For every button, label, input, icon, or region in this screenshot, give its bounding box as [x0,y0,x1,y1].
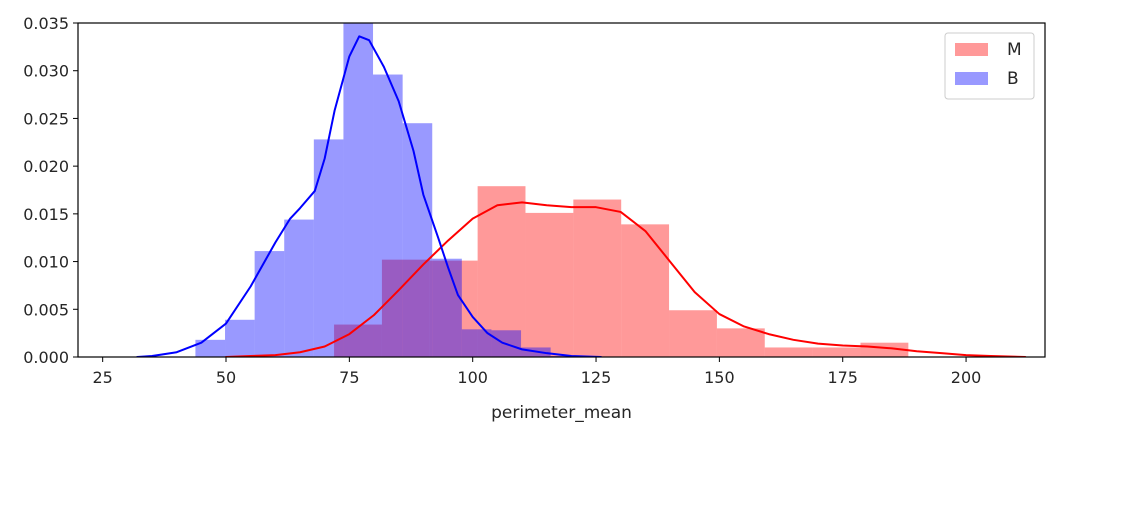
hist-bar-m-10 [812,347,861,357]
hist-bar-b-0 [195,339,226,357]
x-tick-label: 200 [951,368,982,387]
y-tick-label: 0.030 [23,62,69,81]
x-tick-label: 75 [339,368,359,387]
hist-bar-m-7 [669,310,717,357]
hist-bar-m-2 [429,260,478,357]
plot-frame [77,22,1046,358]
x-tick-label: 175 [827,368,858,387]
legend-box [944,32,1035,100]
y-tick-label: 0.015 [23,205,69,224]
x-tick-label: 150 [704,368,735,387]
hist-bar-m-3 [477,186,526,357]
legend-swatch-m [955,43,988,56]
kde-line-m [225,201,1027,357]
hist-bar-b-6 [373,74,403,357]
x-axis-label: perimeter_mean [491,403,632,423]
hist-bar-b-8 [432,258,462,357]
x-tick-label: 50 [216,368,236,387]
legend-label-b: B [1007,69,1019,89]
hist-bar-m-5 [573,199,622,357]
hist-bar-m-6 [621,224,670,357]
y-tick-label: 0.010 [23,253,69,272]
x-tick-label: 25 [92,368,112,387]
hist-bar-b-3 [284,219,314,357]
legend-swatch-b [955,72,988,85]
hist-bar-b-7 [402,123,433,357]
hist-bar-m-9 [764,347,813,357]
y-tick-label: 0.020 [23,157,69,176]
hist-bar-b-4 [313,139,344,357]
y-tick-label: 0.000 [23,348,69,367]
legend-label-m: M [1007,40,1022,60]
plot-area [136,23,1027,357]
kde-line-b [136,35,602,357]
y-tick-label: 0.005 [23,300,69,319]
hist-bar-m-1 [381,259,430,357]
hist-bar-b-5 [343,23,374,357]
x-tick-label: 100 [457,368,488,387]
hist-bar-b-9 [461,329,492,357]
hist-bar-b-2 [254,251,285,357]
hist-bar-m-8 [716,328,765,357]
hist-bar-m-4 [525,212,574,357]
x-tick-label: 125 [581,368,612,387]
hist-bar-b-1 [225,319,255,357]
axes: 25 50 75 100 125 150 175 200 0.000 0.005 0.010 0.01… [23,14,981,387]
legend: MB [944,32,1035,100]
hist-bar-m-0 [334,324,382,357]
y-tick-label: 0.035 [23,14,69,33]
y-tick-label: 0.025 [23,109,69,128]
